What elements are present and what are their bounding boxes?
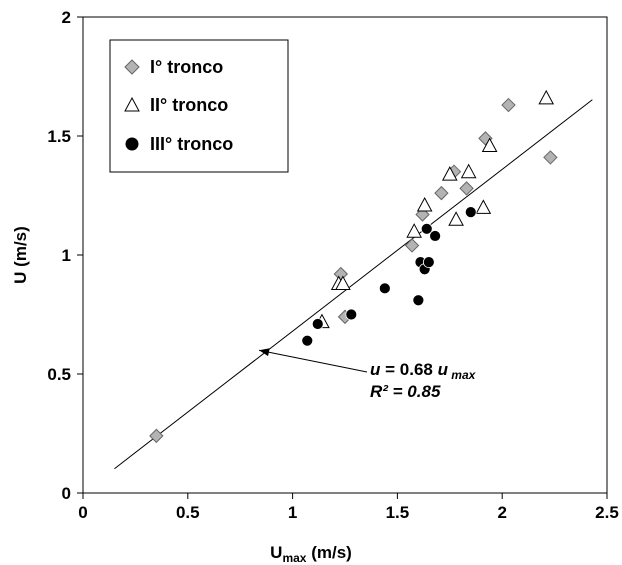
data-point-triangle <box>481 137 498 153</box>
data-point-circle <box>345 308 358 321</box>
y-tick-label: 2 <box>62 8 71 27</box>
x-axis-title: Umax (m/s) <box>270 543 352 565</box>
data-point-circle <box>412 294 425 307</box>
data-point-circle <box>422 256 435 269</box>
data-point-circle <box>301 334 314 347</box>
x-axis: 0 0.5 1 1.5 2 2.5 <box>78 493 619 522</box>
annotation-arrow <box>258 349 368 373</box>
y-tick-label: 1.5 <box>47 127 71 146</box>
y-tick-label: 0.5 <box>47 365 71 384</box>
legend-diamond-marker <box>124 59 140 75</box>
data-point-diamond <box>459 181 474 196</box>
regression-line <box>114 99 593 470</box>
data-point-diamond <box>434 185 449 201</box>
data-point-triangle <box>460 163 477 179</box>
x-axis-title-main: U <box>270 543 282 562</box>
x-axis-title-unit: (m/s) <box>306 543 351 562</box>
annotation-arrowhead <box>259 348 270 357</box>
y-axis: 0 0.5 1 1.5 2 <box>47 8 83 503</box>
data-point-triangle <box>335 275 351 291</box>
y-tick-label: 1 <box>62 246 71 265</box>
fit-equation-var2: u <box>438 360 449 379</box>
data-point-diamond <box>501 97 516 113</box>
data-point-triangle <box>448 211 464 226</box>
legend-circle-marker <box>125 137 139 151</box>
data-point-triangle <box>416 196 433 212</box>
legend-label-series-2: II° tronco <box>150 95 228 115</box>
data-points <box>149 89 558 444</box>
x-tick-label: 2.5 <box>595 503 619 522</box>
x-tick-label: 0.5 <box>176 503 200 522</box>
fit-equation-sub: max <box>448 368 477 382</box>
legend-label-series-1: I° tronco <box>150 57 223 77</box>
x-tick-label: 1 <box>288 503 297 522</box>
fit-equation-coef: = 0.68 <box>380 360 437 379</box>
data-point-triangle <box>475 199 492 214</box>
data-point-triangle <box>538 89 555 105</box>
data-point-triangle <box>406 223 423 238</box>
x-tick-label: 2 <box>497 503 506 522</box>
fit-r-squared: R² = 0.85 <box>370 382 441 401</box>
y-tick-label: 0 <box>62 484 71 503</box>
legend-label-series-3: III° tronco <box>150 134 233 154</box>
fit-equation: u = 0.68 u max <box>370 360 477 382</box>
legend-triangle-marker <box>124 96 140 112</box>
y-axis-title: U (m/s) <box>11 226 30 284</box>
x-tick-label: 0 <box>78 503 87 522</box>
data-point-circle <box>311 318 324 330</box>
data-point-circle <box>378 282 391 295</box>
data-point-circle <box>464 206 477 219</box>
data-point-diamond <box>404 238 420 253</box>
data-point-circle <box>420 222 433 235</box>
x-axis-title-sub: max <box>282 551 306 565</box>
x-tick-label: 1.5 <box>386 503 410 522</box>
data-point-diamond <box>543 150 558 165</box>
fit-equation-var: u <box>370 360 381 379</box>
data-point-circle <box>429 230 442 242</box>
legend: I° tronco II° tronco III° tronco <box>109 39 289 173</box>
data-point-triangle <box>441 166 458 181</box>
data-point-diamond <box>149 428 164 444</box>
legend-box <box>109 39 289 173</box>
